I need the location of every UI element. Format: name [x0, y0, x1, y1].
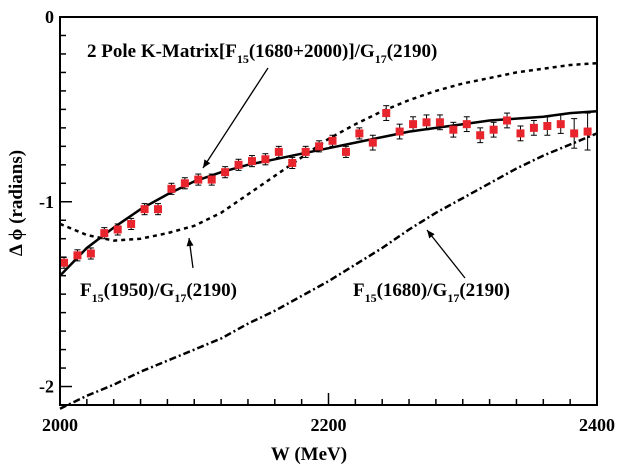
y-axis-label: Δ ϕ (radians): [6, 150, 27, 256]
x-tick-label: 2400: [579, 415, 615, 435]
data-point: [194, 175, 203, 184]
annotation-subscript: 17: [375, 52, 387, 66]
data-point: [570, 129, 579, 138]
y-tick-label: -1: [39, 192, 54, 212]
annotation-text: (1680+2000)]/G: [249, 41, 375, 62]
data-point: [556, 120, 565, 129]
annotation-text: (2190): [459, 280, 510, 301]
axis-ticks: [59, 16, 598, 406]
annotation-text: (1950)/G: [104, 280, 175, 301]
annotation-subscript: 15: [237, 52, 249, 66]
arrow-f15-1680: [426, 229, 466, 279]
arrow-f15-1950-head: [186, 238, 194, 247]
data-point: [100, 229, 109, 238]
data-point: [449, 125, 458, 134]
x-tick-label: 2200: [311, 415, 347, 435]
data-point: [113, 225, 122, 234]
annotation-text: F: [353, 280, 365, 301]
annotation-text: (2190): [387, 41, 438, 62]
annotation-f15-1950: F15(1950)/G17(2190): [80, 280, 237, 305]
data-point: [207, 175, 216, 184]
data-point: [462, 120, 471, 129]
annotation-arrows: [186, 67, 466, 279]
data-point: [503, 116, 512, 125]
model-curves: [59, 61, 598, 410]
data-point: [409, 120, 418, 129]
data-point: [234, 160, 243, 169]
data-point: [261, 155, 270, 164]
data-point: [529, 123, 538, 132]
data-point: [247, 157, 256, 166]
curve-solid: [59, 109, 598, 277]
y-tick-label: -2: [39, 377, 54, 397]
data-point: [583, 127, 592, 136]
data-point: [328, 136, 337, 145]
annotation-text: F: [80, 280, 92, 301]
arrow-f15-1680-head: [427, 230, 435, 239]
data-point: [127, 219, 136, 228]
data-point: [180, 179, 189, 188]
annotation-text: 2 Pole K-Matrix[F: [87, 41, 237, 62]
data-point: [476, 131, 485, 140]
data-point: [395, 127, 404, 136]
annotation-text: (2190): [186, 280, 237, 301]
data-point: [422, 118, 431, 127]
annotation-2pole-kmatrix: 2 Pole K-Matrix[F15(1680+2000)]/G17(2190…: [87, 41, 437, 66]
data-points: [60, 105, 592, 269]
data-point: [288, 158, 297, 167]
arrow-2pole-kmatrix-head: [203, 159, 211, 168]
annotation-f15-1680: F15(1680)/G17(2190): [353, 280, 510, 305]
data-point: [167, 184, 176, 193]
arrow-2pole-kmatrix: [202, 67, 269, 169]
data-point: [368, 138, 377, 147]
annotation-subscript: 17: [447, 291, 459, 305]
annotation-subscript: 15: [92, 291, 104, 305]
data-point: [315, 142, 324, 151]
data-point: [489, 125, 498, 134]
x-axis-label: W (MeV): [271, 444, 347, 465]
data-point: [435, 118, 444, 127]
data-point: [355, 129, 364, 138]
x-tick-label: 2000: [42, 415, 78, 435]
y-tick-label: 0: [45, 7, 54, 27]
curve-dash-dot: [59, 132, 598, 410]
data-point: [154, 205, 163, 214]
data-point: [516, 129, 525, 138]
data-point: [221, 168, 230, 177]
data-point: [341, 147, 350, 156]
data-point: [382, 109, 391, 118]
data-point: [543, 122, 552, 131]
data-point: [73, 251, 82, 260]
annotation-subscript: 17: [174, 291, 186, 305]
data-point: [86, 249, 95, 258]
plot-frame: [59, 16, 598, 406]
data-point: [60, 258, 69, 267]
data-point: [301, 147, 310, 156]
curve-dashed: [59, 61, 598, 242]
data-point: [274, 147, 283, 156]
data-point: [140, 205, 149, 214]
annotation-text: (1680)/G: [377, 280, 448, 301]
annotation-subscript: 15: [365, 291, 377, 305]
